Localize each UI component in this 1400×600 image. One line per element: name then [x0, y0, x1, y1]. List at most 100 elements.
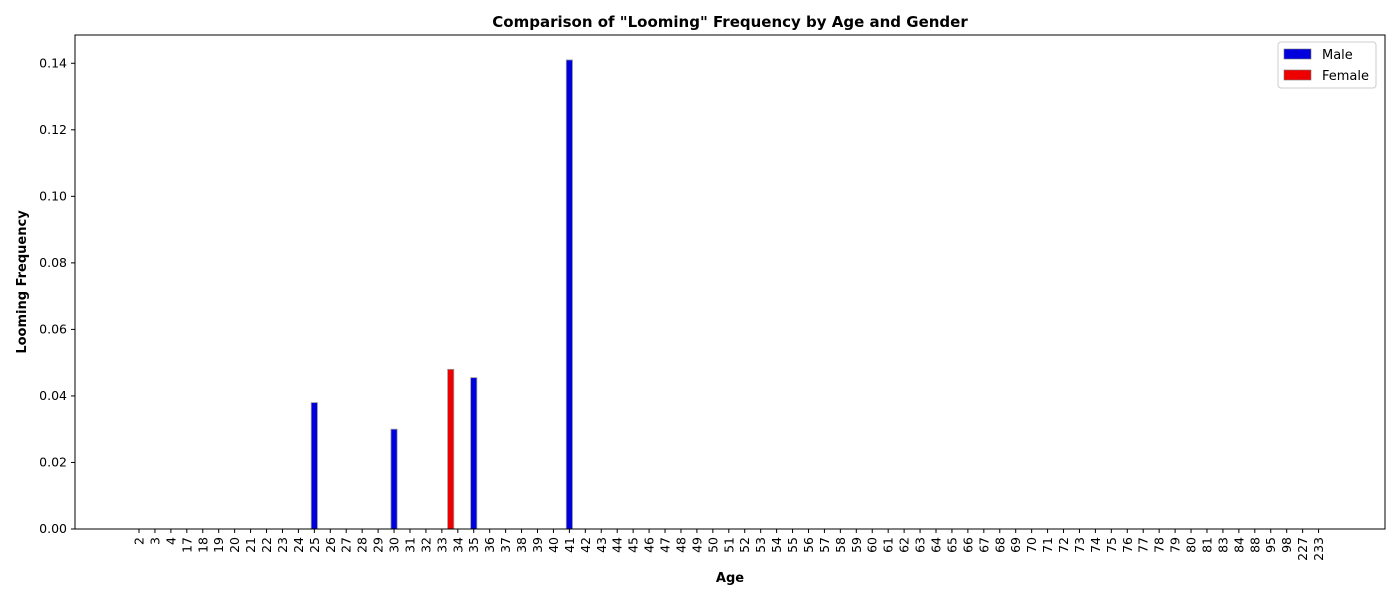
x-tick-label: 84: [1231, 537, 1246, 553]
x-tick-label: 59: [849, 537, 864, 553]
x-tick-label: 35: [466, 537, 481, 553]
x-tick-label: 81: [1199, 537, 1214, 553]
x-tick-label: 38: [514, 537, 529, 553]
legend-label-male: Male: [1322, 48, 1353, 63]
x-tick-label: 83: [1215, 537, 1230, 553]
x-tick-label: 37: [498, 537, 513, 553]
x-tick-label: 76: [1120, 537, 1135, 553]
x-tick-label: 48: [673, 537, 688, 553]
bar-male-age-30: [390, 428, 398, 530]
x-tick-label: 80: [1184, 537, 1199, 553]
x-tick-label: 51: [721, 537, 736, 553]
x-tick-label: 75: [1104, 537, 1119, 553]
legend-swatch-male: [1283, 48, 1312, 60]
x-tick-label: 39: [530, 537, 545, 553]
x-tick-label: 45: [626, 537, 641, 553]
x-tick-label: 68: [992, 537, 1007, 553]
x-tick-label: 227: [1295, 537, 1310, 561]
bar-male-age-25: [310, 402, 318, 530]
x-tick-label: 74: [1088, 537, 1103, 553]
x-tick-label: 57: [817, 537, 832, 553]
x-tick-label: 78: [1152, 537, 1167, 553]
x-tick-label: 26: [323, 537, 338, 553]
x-tick-label: 66: [960, 537, 975, 553]
bar-female-age-34: [447, 368, 455, 530]
x-tick-label: 4: [163, 537, 178, 545]
x-tick-label: 56: [801, 537, 816, 553]
x-tick-label: 54: [769, 537, 784, 553]
x-tick-label: 65: [944, 537, 959, 553]
x-tick-label: 40: [546, 537, 561, 553]
x-tick-label: 19: [211, 537, 226, 553]
x-tick-label: 31: [402, 537, 417, 553]
y-tick-label: 0.00: [39, 521, 67, 536]
x-tick-label: 61: [881, 537, 896, 553]
x-tick-label: 60: [865, 537, 880, 553]
x-tick-label: 70: [1024, 537, 1039, 553]
x-tick-label: 23: [275, 537, 290, 553]
x-tick-label: 44: [610, 537, 625, 553]
x-tick-label: 55: [785, 537, 800, 553]
x-tick-label: 77: [1136, 537, 1151, 553]
plot-frame: [74, 34, 1386, 530]
x-tick-label: 18: [195, 537, 210, 553]
x-tick-label: 47: [658, 537, 673, 553]
x-tick-label: 21: [243, 537, 258, 553]
x-tick-label: 30: [387, 537, 402, 553]
x-tick-label: 88: [1247, 537, 1262, 553]
x-tick-label: 33: [434, 537, 449, 553]
x-tick-label: 73: [1072, 537, 1087, 553]
x-tick-label: 28: [355, 537, 370, 553]
x-tick-label: 32: [418, 537, 433, 553]
x-tick-label: 25: [307, 537, 322, 553]
x-tick-label: 69: [1008, 537, 1023, 553]
x-axis: 2 3 4 17 18 19 20 21 22 23 24 25 26 27 28 29 30 31 32 33 34 3…: [132, 529, 1326, 561]
y-axis: 0.00 0.02 0.04 0.06 0.08 0.10 0.12 0.14: [39, 55, 75, 536]
x-tick-label: 20: [227, 537, 242, 553]
y-tick-label: 0.08: [39, 255, 67, 270]
x-tick-label: 67: [976, 537, 991, 553]
y-tick-label: 0.14: [39, 55, 67, 70]
x-tick-label: 29: [371, 537, 386, 553]
x-tick-label: 98: [1279, 537, 1294, 553]
legend-label-female: Female: [1322, 69, 1369, 84]
x-tick-label: 52: [737, 537, 752, 553]
x-tick-label: 41: [562, 537, 577, 553]
bar-male-age-41: [565, 59, 573, 530]
legend-swatch-female: [1283, 69, 1312, 81]
x-tick-label: 24: [291, 537, 306, 553]
chart-title: Comparison of "Looming" Frequency by Age…: [492, 13, 968, 31]
x-tick-label: 95: [1263, 537, 1278, 553]
x-tick-label: 22: [259, 537, 274, 553]
x-tick-label: 49: [689, 537, 704, 553]
x-tick-label: 50: [705, 537, 720, 553]
x-tick-label: 79: [1168, 537, 1183, 553]
y-tick-label: 0.12: [39, 122, 67, 137]
x-tick-label: 3: [147, 537, 162, 545]
bars-layer: [310, 59, 573, 530]
x-tick-label: 63: [913, 537, 928, 553]
x-tick-label: 53: [753, 537, 768, 553]
x-axis-label: Age: [716, 571, 744, 586]
y-tick-label: 0.06: [39, 321, 67, 336]
y-tick-label: 0.02: [39, 454, 67, 469]
x-tick-label: 43: [594, 537, 609, 553]
x-tick-label: 17: [179, 537, 194, 553]
x-tick-label: 42: [578, 537, 593, 553]
y-tick-label: 0.10: [39, 188, 67, 203]
x-tick-label: 62: [897, 537, 912, 553]
x-tick-label: 27: [339, 537, 354, 553]
x-tick-label: 36: [482, 537, 497, 553]
y-tick-label: 0.04: [39, 388, 67, 403]
bar-male-age-35: [470, 377, 478, 530]
x-tick-label: 58: [833, 537, 848, 553]
x-tick-label: 71: [1040, 537, 1055, 553]
x-tick-label: 46: [642, 537, 657, 553]
y-axis-label: Looming Frequency: [15, 210, 30, 354]
x-tick-label: 64: [929, 537, 944, 553]
legend: Male Female: [1277, 41, 1377, 89]
x-tick-label: 233: [1311, 537, 1326, 561]
x-tick-label: 34: [450, 537, 465, 553]
x-tick-label: 72: [1056, 537, 1071, 553]
